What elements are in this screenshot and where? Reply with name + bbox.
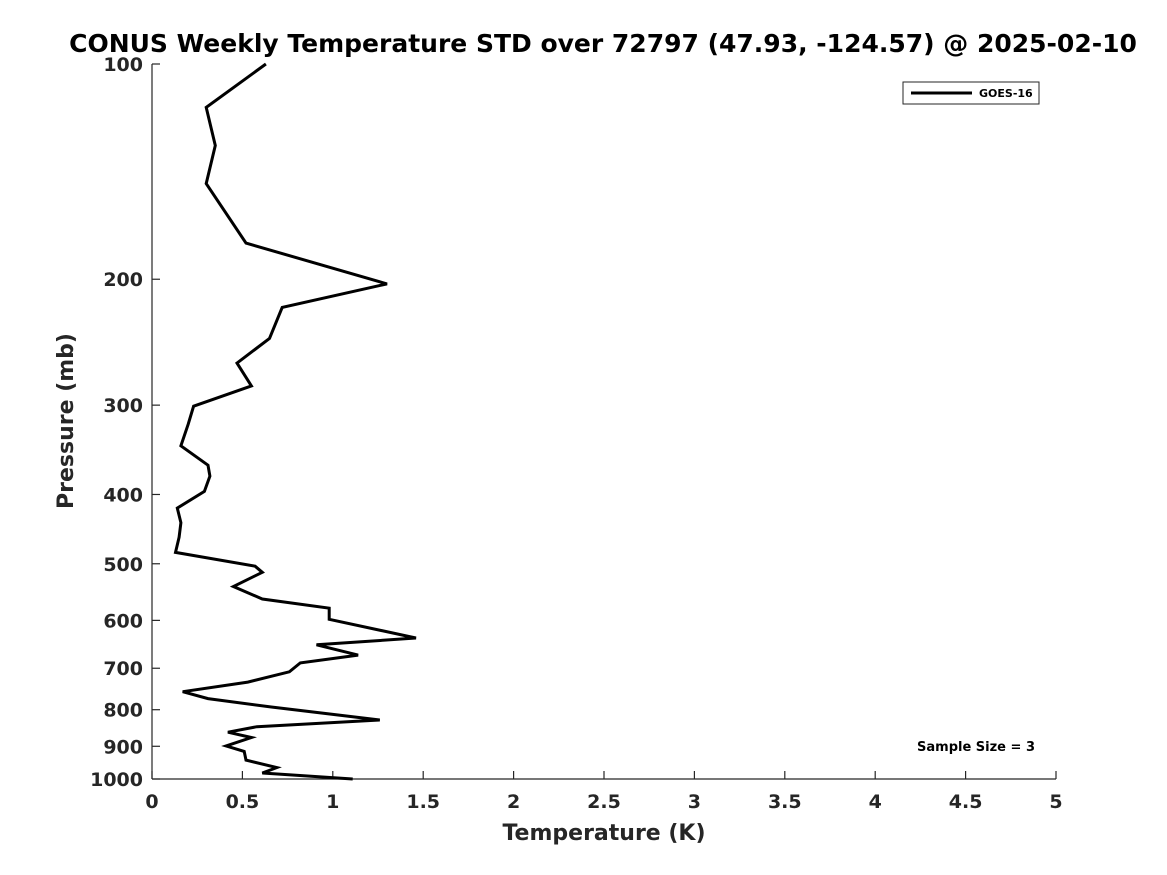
x-axis-label: Temperature (K) <box>502 821 705 846</box>
x-tick-label: 4 <box>869 791 882 813</box>
y-tick-label: 800 <box>103 700 143 722</box>
x-tick-label: 1.5 <box>406 791 440 813</box>
x-axis-ticks: 0 0.5 1 1.5 2 2.5 3 3.5 4 4.5 5 <box>145 771 1063 813</box>
sample-size-note: Sample Size = 3 <box>917 740 1035 755</box>
x-tick-label: 4.5 <box>949 791 983 813</box>
chart-title: CONUS Weekly Temperature STD over 72797 … <box>69 29 1137 58</box>
y-tick-label: 1000 <box>90 769 143 791</box>
x-tick-label: 2 <box>507 791 520 813</box>
series-layer <box>173 62 417 781</box>
series-line-goes-16 <box>173 62 417 781</box>
x-tick-label: 2.5 <box>587 791 621 813</box>
x-tick-label: 3 <box>688 791 701 813</box>
y-tick-label: 600 <box>103 610 143 632</box>
y-tick-label: 400 <box>103 484 143 506</box>
x-tick-label: 1 <box>326 791 339 813</box>
y-tick-label: 700 <box>103 658 143 680</box>
legend: GOES-16 <box>902 81 1040 105</box>
y-tick-label: 500 <box>103 554 143 576</box>
x-tick-label: 3.5 <box>768 791 802 813</box>
y-tick-label: 200 <box>103 269 143 291</box>
x-tick-label: 0.5 <box>226 791 260 813</box>
x-tick-label: 0 <box>145 791 158 813</box>
x-tick-label: 5 <box>1049 791 1062 813</box>
y-tick-label: 900 <box>103 736 143 758</box>
y-tick-label: 100 <box>103 54 143 76</box>
legend-label-goes-16: GOES-16 <box>979 87 1033 100</box>
y-axis-ticks: 100 200 300 400 500 600 700 800 900 1000 <box>90 54 160 791</box>
y-tick-label: 300 <box>103 395 143 417</box>
y-axis-label: Pressure (mb) <box>54 333 79 509</box>
